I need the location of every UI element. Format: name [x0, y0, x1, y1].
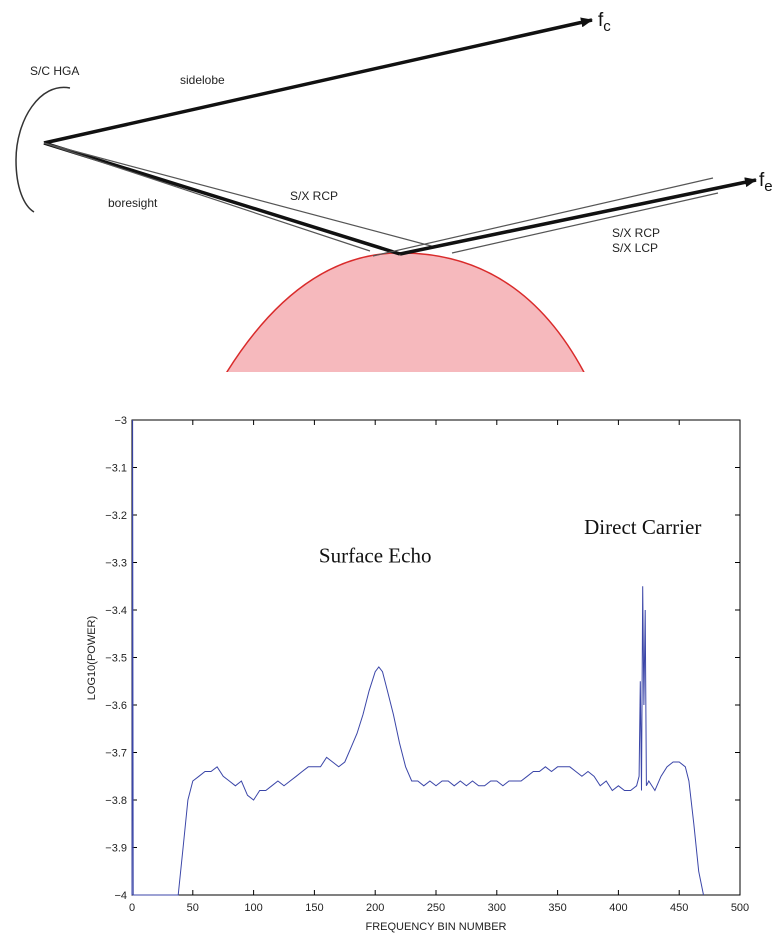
boresight-label: boresight — [108, 196, 158, 210]
rcp-incoming-label: S/X RCP — [290, 189, 338, 203]
y-tick-label: −3.2 — [105, 510, 127, 522]
rcp-outgoing-label: S/X RCP — [612, 226, 660, 240]
x-tick-label: 0 — [129, 902, 135, 914]
y-tick-label: −3.7 — [105, 748, 127, 760]
chart-annotation: Surface Echo — [319, 544, 432, 568]
hga-dish — [15, 86, 71, 213]
x-tick-label: 200 — [366, 902, 384, 914]
x-tick-label: 100 — [244, 902, 262, 914]
fe-subscript: e — [764, 178, 772, 195]
series-group — [131, 419, 704, 896]
x-tick-label: 400 — [609, 902, 627, 914]
x-axis-label: FREQUENCY BIN NUMBER — [366, 921, 507, 933]
x-tick-label: 300 — [488, 902, 506, 914]
boresight-lower-line — [43, 142, 371, 252]
x-tick-label: 150 — [305, 902, 323, 914]
y-tick-label: −3.5 — [105, 653, 127, 665]
planet-surface — [226, 252, 585, 372]
fe-label: fe — [759, 170, 773, 195]
y-tick-label: −3.1 — [105, 463, 127, 475]
y-tick-label: −3 — [114, 415, 127, 427]
x-axis-ticks: 0 50 100 150 200 250 300 350 400 450 500 — [129, 420, 749, 914]
series-line — [131, 419, 704, 896]
chart-annotation: Direct Carrier — [584, 515, 701, 539]
echo-arrow — [399, 177, 757, 256]
y-tick-label: −4 — [114, 890, 127, 902]
y-axis-ticks: −3 −3.1 −3.2 −3.3 −3.4 −3.5 −3.6 −3.7 −3.8 −3.9 −4 — [105, 415, 740, 902]
y-tick-label: −3.8 — [105, 795, 127, 807]
hga-label: S/C HGA — [30, 64, 79, 78]
sidelobe-label: sidelobe — [180, 73, 225, 87]
rcp-reflected-line — [372, 177, 714, 257]
sidelobe-arrow — [43, 17, 593, 145]
y-tick-label: −3.6 — [105, 700, 127, 712]
fc-subscript: c — [603, 18, 611, 35]
x-tick-label: 350 — [548, 902, 566, 914]
x-tick-label: 450 — [670, 902, 688, 914]
antenna-geometry-diagram: S/C HGA sidelobe boresight S/X RCP S/X R… — [15, 10, 773, 372]
y-tick-label: −3.4 — [105, 605, 127, 617]
y-tick-label: −3.3 — [105, 558, 127, 570]
boresight-beam — [43, 141, 401, 256]
fc-label: fc — [598, 10, 611, 35]
lcp-outgoing-label: S/X LCP — [612, 241, 658, 255]
x-tick-label: 500 — [731, 902, 749, 914]
y-axis-label: LOG10(POWER) — [86, 616, 98, 700]
x-tick-label: 50 — [187, 902, 199, 914]
annotations: Surface Echo Direct Carrier — [319, 515, 701, 568]
rcp-incoming-line — [43, 142, 436, 248]
plot-frame — [131, 419, 741, 896]
y-tick-label: −3.9 — [105, 843, 127, 855]
lcp-reflected-line — [451, 192, 719, 254]
x-tick-label: 250 — [427, 902, 445, 914]
